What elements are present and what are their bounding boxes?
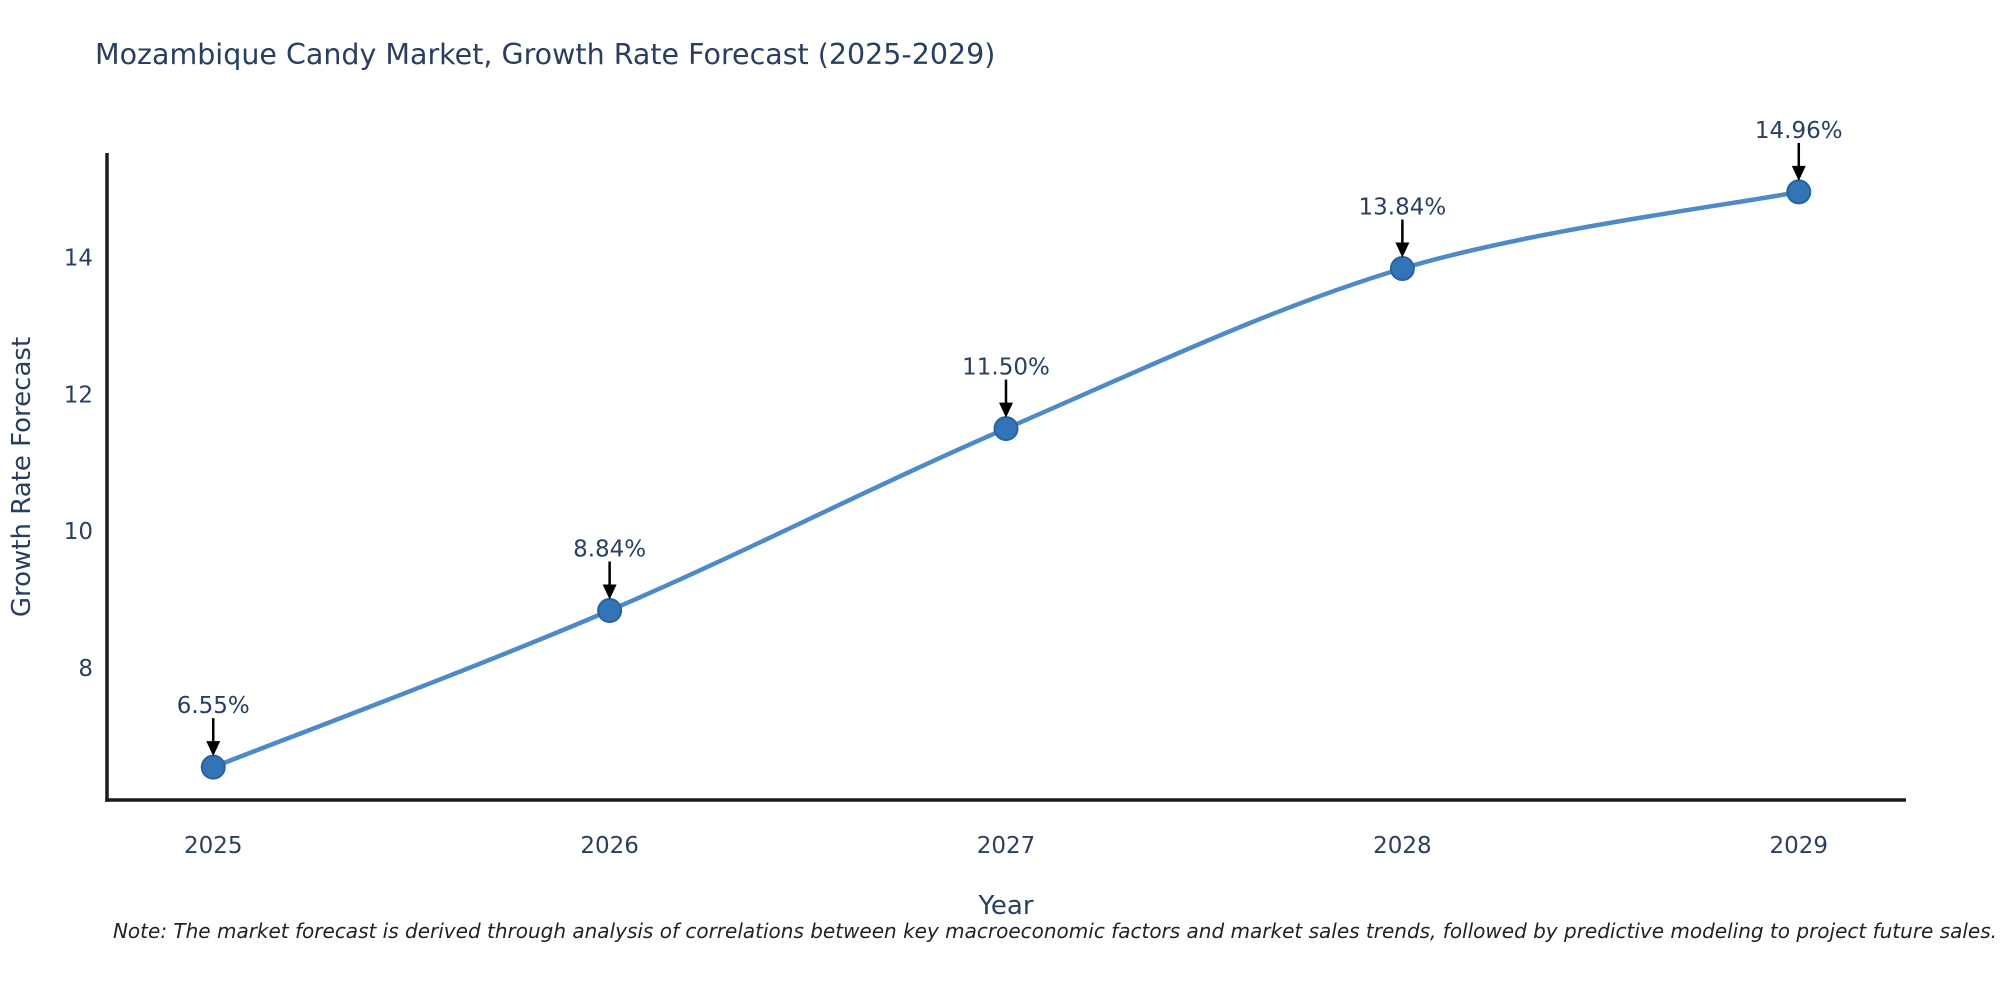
point-value-label: 6.55% xyxy=(177,693,250,719)
annotation-arrowhead-icon xyxy=(1395,242,1410,258)
data-point-marker xyxy=(993,416,1019,442)
x-tick-label: 2026 xyxy=(580,833,639,859)
y-axis-ticks: 8 10 12 14 xyxy=(64,246,93,682)
chart-title: Mozambique Candy Market, Growth Rate For… xyxy=(95,38,995,71)
point-value-label: 8.84% xyxy=(573,537,646,563)
point-value-label: 13.84% xyxy=(1359,195,1447,221)
x-axis-title: Year xyxy=(977,891,1033,921)
annotation-arrowhead-icon xyxy=(1791,165,1806,181)
footnote: Note: The market forecast is derived thr… xyxy=(113,919,1997,943)
annotation-arrowhead-icon xyxy=(602,584,617,600)
point-value-label: 14.96% xyxy=(1755,118,1843,144)
x-tick-label: 2028 xyxy=(1373,833,1432,859)
data-markers xyxy=(200,179,1812,780)
x-tick-label: 2029 xyxy=(1769,833,1828,859)
y-axis-title: Growth Rate Forecast xyxy=(7,337,37,617)
data-annotations: 6.55% 8.84% 11.50% 13.84% 14.96% xyxy=(177,118,1843,757)
line-series xyxy=(210,189,1802,770)
point-value-label: 11.50% xyxy=(962,355,1050,381)
data-point-marker xyxy=(597,598,623,624)
x-tick-label: 2027 xyxy=(977,833,1036,859)
data-point-marker xyxy=(200,754,226,780)
y-tick-label: 8 xyxy=(78,656,93,682)
y-tick-label: 10 xyxy=(64,519,93,545)
data-point-marker xyxy=(1786,179,1812,205)
y-tick-label: 12 xyxy=(64,382,93,408)
x-tick-label: 2025 xyxy=(184,833,243,859)
data-point-marker xyxy=(1389,256,1415,282)
annotation-arrowhead-icon xyxy=(206,741,221,757)
y-tick-label: 14 xyxy=(64,246,93,272)
x-axis-ticks: 2025 2026 2027 2028 2029 xyxy=(184,833,1828,859)
annotation-arrowhead-icon xyxy=(999,402,1013,418)
